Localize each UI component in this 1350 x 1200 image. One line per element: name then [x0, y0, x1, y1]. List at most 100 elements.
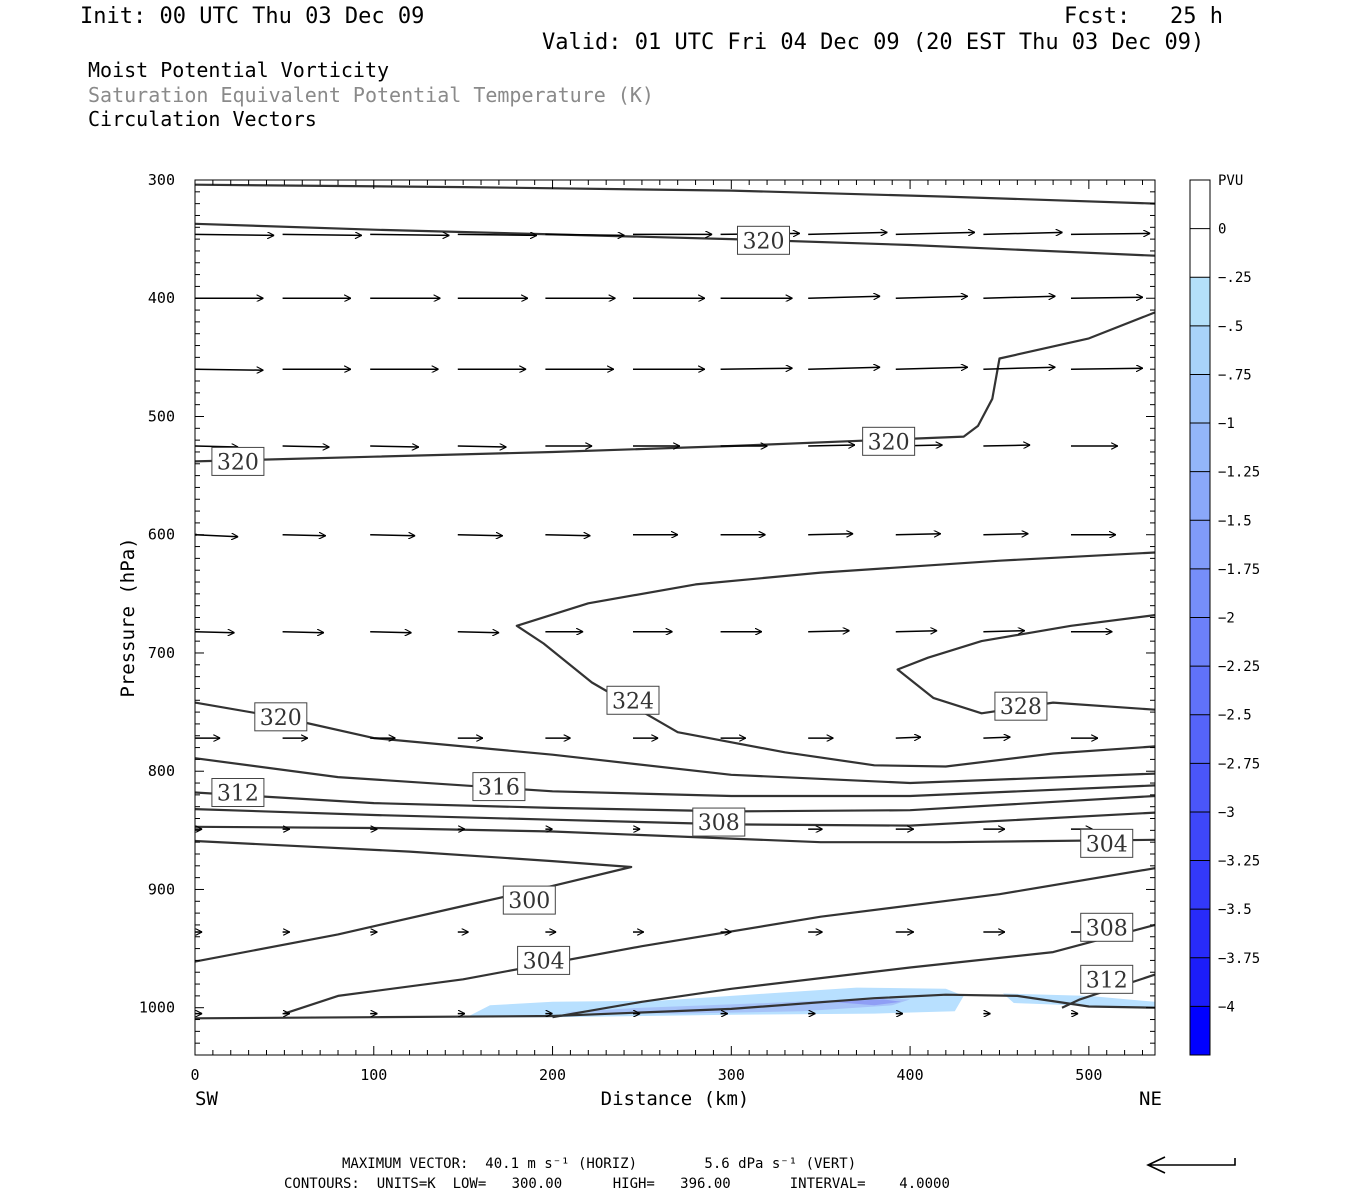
- vector-3-9: [983, 445, 1030, 446]
- contour-line-5: [515, 551, 1156, 768]
- contour-label-2: 320: [217, 450, 259, 475]
- contour-label-box-14: [517, 945, 571, 975]
- colorbar-segment-2: [1190, 277, 1210, 327]
- colorbar-segment-16: [1190, 957, 1210, 1007]
- reference-vector-arrow: [1146, 1156, 1236, 1174]
- vector-5-7: [808, 631, 849, 632]
- colorbar-segment-15: [1190, 909, 1210, 959]
- x-tick-label-200: 200: [539, 1066, 566, 1084]
- y-axis-label: Pressure (hPa): [117, 537, 139, 697]
- colorbar-segment-14: [1190, 860, 1210, 910]
- contour-label-box-6: [994, 691, 1048, 721]
- y-tick-label-700: 700: [148, 644, 175, 662]
- colorbar-segment-17: [1190, 1006, 1210, 1056]
- contour-label-box-7: [254, 702, 308, 732]
- y-tick-label-500: 500: [148, 407, 175, 425]
- vector-1-8: [895, 296, 968, 298]
- vector-2-0: [194, 369, 263, 370]
- vector-0-1: [282, 234, 362, 235]
- colorbar-segment-8: [1190, 568, 1210, 618]
- colorbar-label-5: −1.25: [1218, 465, 1260, 481]
- x-tick-label-100: 100: [360, 1066, 387, 1084]
- colorbar-label-8: −2: [1218, 611, 1235, 627]
- mpv-shade-2: [829, 999, 902, 1006]
- contour-line-1: [194, 222, 1156, 257]
- vector-6-9: [983, 737, 1010, 738]
- vector-0-10: [1070, 233, 1150, 234]
- colorbar-label-11: −2.75: [1218, 756, 1260, 772]
- colorbar-segment-7: [1190, 520, 1210, 570]
- pv-colorbar: 0 −.25 −.5 −.75 −1 −1.25 −1.5 −1.75 −2 −2.25 −2.5 −…: [1189, 179, 1260, 1056]
- circulation-vectors: [194, 232, 1150, 1013]
- vector-3-2: [370, 446, 419, 447]
- vector-5-3: [457, 632, 499, 633]
- vector-1-7: [808, 296, 880, 298]
- x-tick-label-300: 300: [718, 1066, 745, 1084]
- vector-5-0: [194, 632, 235, 633]
- colorbar-segment-0: [1190, 180, 1210, 230]
- colorbar-label-9: −2.25: [1218, 659, 1260, 675]
- vector-2-10: [1070, 368, 1143, 369]
- plot-frame: [194, 179, 1156, 1056]
- contour-label-16: 312: [1086, 968, 1128, 993]
- colorbar-segment-9: [1190, 617, 1210, 667]
- contour-label-box-1: [736, 225, 790, 255]
- vector-4-7: [808, 534, 853, 535]
- vector-2-8: [895, 367, 968, 369]
- y-tick-label-600: 600: [148, 526, 175, 544]
- colorbar-label-2: −.5: [1218, 319, 1243, 335]
- contour-line-12: [194, 839, 633, 963]
- vector-3-3: [457, 446, 507, 447]
- contour-label-12: 304: [1086, 832, 1128, 857]
- contour-label-5: 324: [612, 689, 654, 714]
- contour-label-1: 320: [742, 229, 784, 254]
- title-theta-es: Saturation Equivalent Potential Temperat…: [88, 83, 654, 107]
- sw-end-label: SW: [195, 1088, 218, 1110]
- colorbar-segment-3: [1190, 325, 1210, 375]
- vector-3-7: [808, 445, 855, 446]
- contour-label-13: 300: [508, 889, 550, 914]
- x-tick-label-0: 0: [190, 1066, 199, 1084]
- contour-info-note: CONTOURS: UNITS=K LOW= 300.00 HIGH= 396.…: [284, 1176, 950, 1192]
- contour-label-9: 312: [217, 782, 259, 807]
- title-vectors: Circulation Vectors: [88, 107, 317, 131]
- contour-label-box-2: [211, 446, 265, 476]
- contour-label-box-10: [692, 807, 746, 837]
- x-tick-label-500: 500: [1075, 1066, 1102, 1084]
- valid-time: Valid: 01 UTC Fri 04 Dec 09 (20 EST Thu …: [542, 30, 1205, 55]
- contour-label-box-9: [211, 778, 265, 807]
- colorbar-segment-10: [1190, 666, 1210, 716]
- vector-0-8: [895, 232, 975, 234]
- y-tick-label-1000: 1000: [139, 999, 175, 1017]
- contour-label-box-3: [862, 426, 916, 456]
- vector-4-3: [457, 535, 503, 536]
- colorbar-label-15: −3.75: [1218, 951, 1260, 967]
- maximum-vector-note: MAXIMUM VECTOR: 40.1 m s⁻¹ (HORIZ) 5.6 d…: [342, 1156, 857, 1172]
- vector-4-9: [983, 534, 1028, 535]
- vector-5-8: [895, 631, 937, 632]
- x-axis-label: Distance (km): [601, 1088, 750, 1110]
- contour-label-box-8: [472, 772, 526, 802]
- contour-line-15: [552, 923, 1156, 1019]
- contour-label-14: 304: [523, 949, 565, 974]
- vector-4-8: [895, 534, 941, 535]
- contour-label-box-5: [606, 685, 660, 715]
- colorbar-label-7: −1.75: [1218, 562, 1260, 578]
- contour-line-0: [194, 183, 1156, 205]
- forecast-hour: Fcst: 25 h: [1064, 4, 1223, 29]
- y-tick-label-900: 900: [148, 880, 175, 898]
- colorbar-segment-13: [1190, 811, 1210, 862]
- vector-2-6: [720, 368, 793, 369]
- y-tick-label-400: 400: [148, 289, 175, 307]
- vector-4-4: [545, 535, 590, 536]
- colorbar-segment-1: [1190, 228, 1210, 278]
- contour-line-8: [194, 757, 1156, 798]
- contour-label-10: 308: [698, 811, 740, 836]
- theta-es-contours: [194, 183, 1156, 1020]
- vector-3-0: [194, 446, 238, 447]
- colorbar-label-12: −3: [1218, 805, 1235, 821]
- vector-1-10: [1070, 297, 1143, 298]
- vector-4-1: [282, 535, 326, 536]
- init-time: Init: 00 UTC Thu 03 Dec 09: [80, 4, 425, 29]
